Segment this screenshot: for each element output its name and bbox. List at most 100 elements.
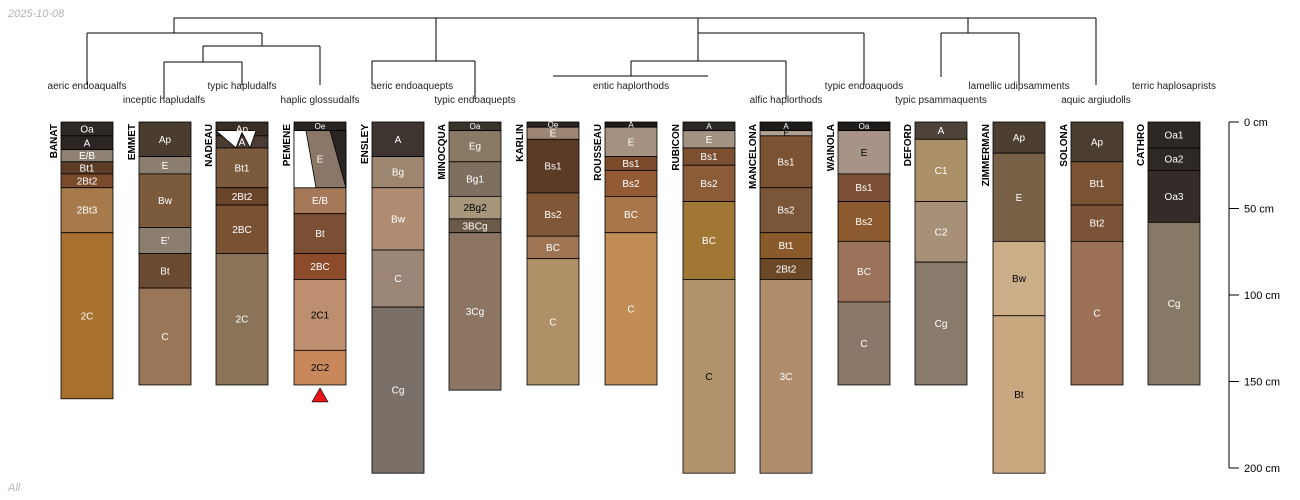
horizon: [371, 306, 425, 474]
horizon: [448, 232, 502, 391]
horizon-label: 3Cg: [466, 307, 484, 318]
horizon-label: Bt1: [79, 163, 94, 174]
horizon-label: Bs2: [700, 179, 718, 190]
horizon-label: Bs1: [544, 162, 562, 173]
horizon-label: Bs2: [622, 179, 640, 190]
horizon-label: BC: [624, 210, 638, 221]
horizon-label: Oa: [80, 124, 94, 135]
classification-labels: aeric endoaqualfs inceptic hapludalfs typi…: [48, 81, 1216, 106]
date-label: 2025-10-08: [8, 8, 65, 20]
horizon-label: Bt1: [234, 163, 249, 174]
soil-profile: SOLONA Ap Bt1 Bt2 C: [1059, 121, 1124, 386]
classification-label: typic endoaquods: [825, 81, 903, 92]
horizon-label: E: [1016, 193, 1023, 204]
horizon-label: Cg: [392, 386, 405, 397]
profile-name: ROUSSEAU: [593, 124, 604, 181]
horizon-label: Eg: [469, 142, 481, 153]
horizon-label: Bs1: [777, 157, 795, 168]
profile-name: RUBICON: [671, 124, 682, 171]
horizon-label: C: [161, 332, 168, 343]
classification-label: aquic argiudolls: [1061, 95, 1131, 106]
horizon: [138, 227, 192, 254]
horizon-label: C1: [935, 166, 948, 177]
soil-profile: ENSLEY A Bg Bw C Cg: [360, 121, 425, 474]
horizon-label: Oe: [548, 120, 559, 129]
horizon-label: BC: [546, 243, 560, 254]
profile-name: EMMET: [127, 124, 138, 160]
horizon-label: 3BCg: [462, 221, 487, 232]
horizon-label: Bs1: [700, 152, 718, 163]
horizon-label: Bs1: [622, 159, 640, 170]
horizon-label: 2Bg2: [463, 203, 487, 214]
horizon: [837, 130, 891, 175]
profile-name: PEMENE: [282, 124, 293, 167]
horizon: [215, 253, 269, 386]
horizon-label: Ap: [159, 135, 172, 146]
horizon-label: E: [317, 155, 324, 166]
horizon-label: E: [550, 129, 557, 140]
truncation-marker: [311, 387, 329, 403]
horizon: [837, 173, 891, 202]
horizon-label: C: [627, 304, 634, 315]
classification-label: inceptic hapludalfs: [123, 95, 205, 106]
soil-profile: MANCELONA AE Bs1 Bs2 Bt1 2Bt2 3C: [748, 121, 813, 474]
horizon: [138, 253, 192, 289]
horizon-label: Bt1: [1089, 179, 1104, 190]
classification-label: typic endoaquepts: [434, 95, 515, 106]
horizon-label: BC: [702, 236, 716, 247]
subset-label: All: [8, 482, 21, 494]
horizon: [448, 161, 502, 197]
horizon: [138, 173, 192, 228]
horizon-label: E: [783, 129, 788, 138]
horizon: [759, 232, 813, 260]
horizon-label: A: [706, 122, 712, 131]
horizon: [371, 249, 425, 308]
horizon-label: 2C1: [311, 310, 330, 321]
horizon: [1070, 204, 1124, 242]
horizon: [682, 279, 736, 474]
horizon: [138, 121, 192, 157]
horizon-label: Bw: [391, 214, 406, 225]
horizon-label: A: [783, 122, 789, 131]
horizon-label: Bw: [1012, 274, 1027, 285]
horizon-label: 2Bt3: [77, 206, 98, 217]
soil-profile: CATHRO Oa1 Oa2 Oa3 Cg: [1136, 121, 1201, 386]
classification-label: aeric endoaqualfs: [48, 81, 127, 92]
horizon: [914, 261, 968, 386]
horizon-label: C: [549, 317, 556, 328]
horizon-label: Ap: [1091, 137, 1104, 148]
horizon-label: Ap: [236, 124, 249, 135]
profile-name: MANCELONA: [748, 124, 759, 189]
horizon-label: 3C: [780, 372, 793, 383]
horizon: [371, 187, 425, 251]
horizon-label: Oa: [859, 122, 870, 131]
horizon: [138, 287, 192, 386]
horizon-label: 2Bt2: [77, 176, 98, 187]
horizon-label: Bt: [160, 266, 170, 277]
horizon: [215, 147, 269, 189]
horizon-label: 2Bt2: [776, 265, 797, 276]
profile-name: CATHRO: [1136, 124, 1147, 166]
profile-name: BANAT: [49, 124, 60, 158]
horizon-label: C: [1093, 309, 1100, 320]
soil-profile: WAINOLA Oa E Bs1 Bs2 BC C: [826, 121, 891, 386]
horizon-label: BC: [857, 267, 871, 278]
horizon-label: C: [860, 339, 867, 350]
irregular-boundary: [329, 130, 347, 188]
profile-name: MINOCQUA: [437, 124, 448, 180]
depth-tick-label: 100 cm: [1244, 290, 1280, 302]
horizon-label: Bs1: [855, 183, 873, 194]
horizon: [1070, 121, 1124, 163]
classification-label: typic psammaquents: [895, 95, 987, 106]
horizon-label: Bg1: [466, 175, 484, 186]
soil-profile: EMMET Ap E Bw E' Bt C: [127, 121, 192, 386]
horizon: [837, 240, 891, 303]
horizon: [914, 138, 968, 202]
horizon: [448, 130, 502, 163]
profile-name: DEFORD: [903, 124, 914, 166]
horizon: [992, 315, 1046, 474]
horizon-label: 2C: [81, 311, 94, 322]
horizon-label: Bt: [1014, 390, 1024, 401]
